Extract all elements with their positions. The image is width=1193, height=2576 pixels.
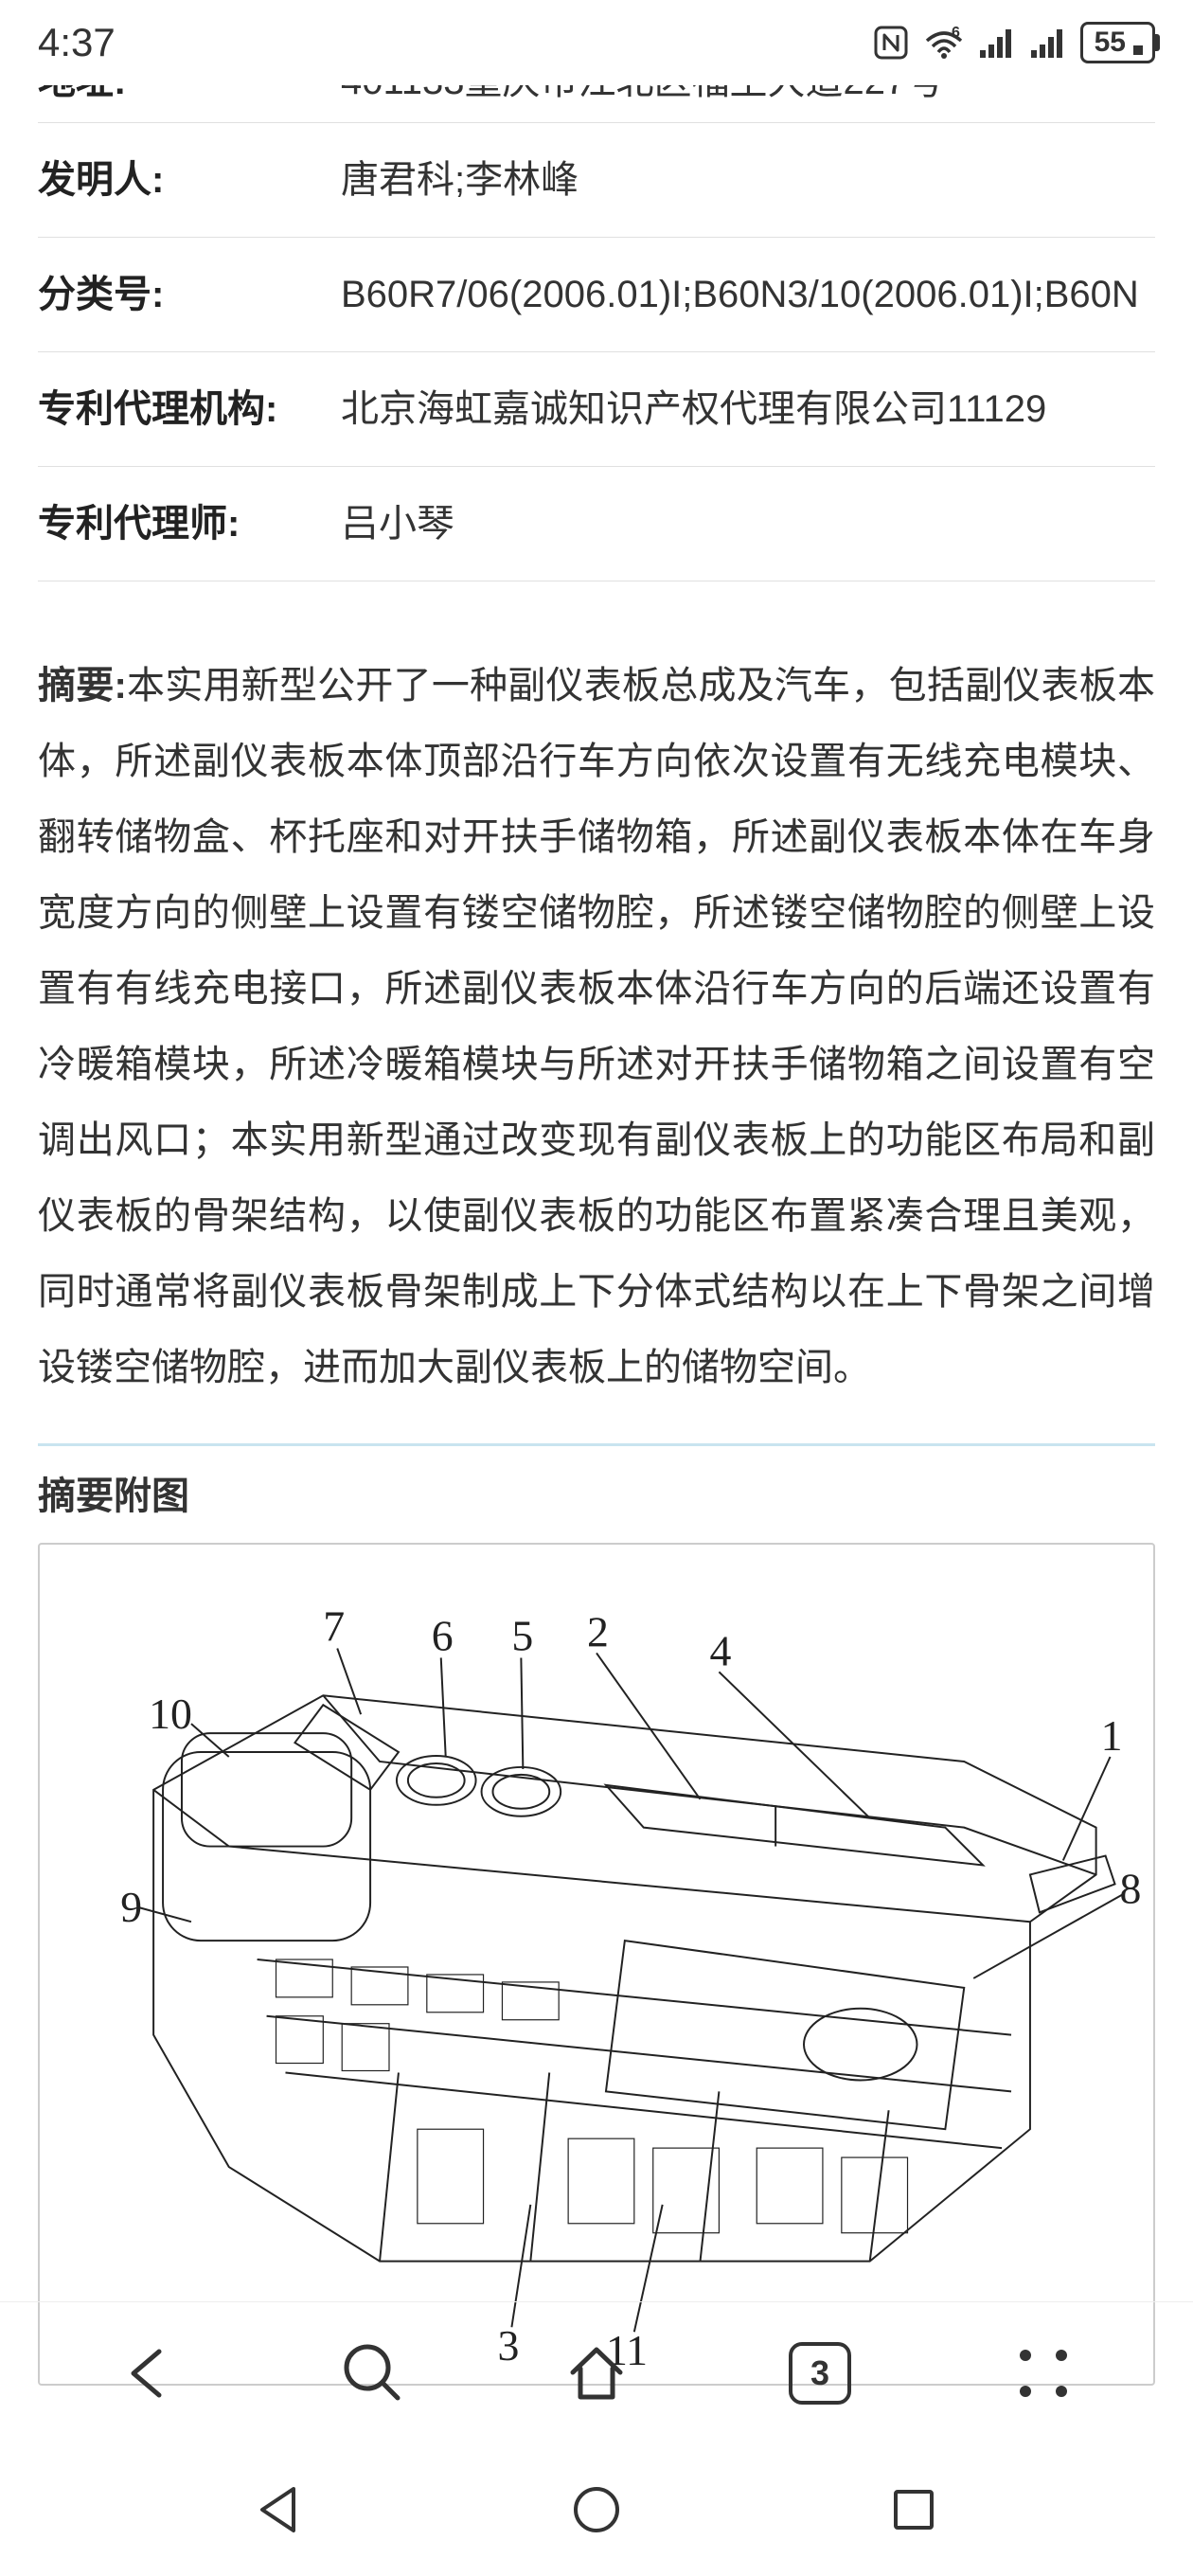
system-home-button[interactable] <box>559 2472 634 2548</box>
figure-container: 1 2 3 4 5 6 7 8 9 10 11 <box>38 1543 1155 2386</box>
system-navigation <box>0 2443 1193 2576</box>
menu-button[interactable] <box>1001 2331 1086 2416</box>
back-button[interactable] <box>107 2331 192 2416</box>
detail-row: 发明人: 唐君科;李林峰 <box>38 123 1155 238</box>
figure-annotation: 8 <box>1120 1864 1142 1912</box>
figure-annotation: 2 <box>587 1608 609 1656</box>
row-label-classification: 分类号: <box>38 266 341 323</box>
nfc-icon <box>872 24 910 62</box>
figure-title: 摘要附图 <box>38 1443 1155 1533</box>
patent-figure: 1 2 3 4 5 6 7 8 9 10 11 <box>40 1545 1153 2384</box>
row-label-address: 地址: <box>38 85 341 105</box>
status-indicators: 6 55 <box>872 22 1155 63</box>
row-value-inventor: 唐君科;李林峰 <box>341 152 1155 208</box>
detail-row: 专利代理师: 吕小琴 <box>38 467 1155 581</box>
abstract-section: 摘要:本实用新型公开了一种副仪表板总成及汽车，包括副仪表板本体，所述副仪表板本体… <box>38 629 1155 1443</box>
row-value-address: 401133重庆市江北区福王大道227号 <box>341 85 1155 105</box>
row-value-agent: 吕小琴 <box>341 495 1155 552</box>
page-content: 地址: 401133重庆市江北区福王大道227号 发明人: 唐君科;李林峰 分类… <box>0 85 1193 2386</box>
figure-annotation: 6 <box>432 1611 454 1659</box>
row-label-inventor: 发明人: <box>38 152 341 208</box>
tab-count: 3 <box>789 2342 851 2405</box>
abstract-label: 摘要: <box>38 665 127 707</box>
figure-annotation: 4 <box>709 1626 731 1674</box>
wifi-icon: 6 <box>923 24 965 62</box>
figure-annotation: 1 <box>1101 1711 1123 1760</box>
abstract-text: 本实用新型公开了一种副仪表板总成及汽车，包括副仪表板本体，所述副仪表板本体顶部沿… <box>38 665 1155 1388</box>
system-back-button[interactable] <box>241 2472 317 2548</box>
battery-indicator: 55 <box>1080 22 1155 63</box>
system-recents-button[interactable] <box>876 2472 952 2548</box>
detail-row: 分类号: B60R7/06(2006.01)I;B60N3/10(2006.01… <box>38 238 1155 352</box>
figure-annotation: 10 <box>149 1690 192 1738</box>
signal-2-icon <box>1029 26 1067 60</box>
menu-dots-icon <box>1020 2350 1067 2397</box>
tabs-button[interactable]: 3 <box>777 2331 863 2416</box>
row-label-agent: 专利代理师: <box>38 495 341 552</box>
row-value-agency: 北京海虹嘉诚知识产权代理有限公司11129 <box>341 381 1155 438</box>
search-button[interactable] <box>330 2331 416 2416</box>
signal-1-icon <box>978 26 1016 60</box>
detail-row: 专利代理机构: 北京海虹嘉诚知识产权代理有限公司11129 <box>38 352 1155 467</box>
browser-toolbar: 3 <box>0 2301 1193 2443</box>
battery-percent: 55 <box>1095 27 1126 59</box>
row-label-agency: 专利代理机构: <box>38 381 341 438</box>
figure-annotation: 7 <box>323 1602 345 1651</box>
figure-annotation: 5 <box>511 1611 533 1659</box>
status-time: 4:37 <box>38 20 116 65</box>
home-button[interactable] <box>554 2331 639 2416</box>
figure-annotation: 9 <box>120 1883 142 1931</box>
row-value-classification: B60R7/06(2006.01)I;B60N3/10(2006.01)I;B6… <box>341 266 1155 323</box>
truncated-row: 地址: 401133重庆市江北区福王大道227号 <box>38 85 1155 123</box>
status-bar: 4:37 6 55 <box>0 0 1193 85</box>
